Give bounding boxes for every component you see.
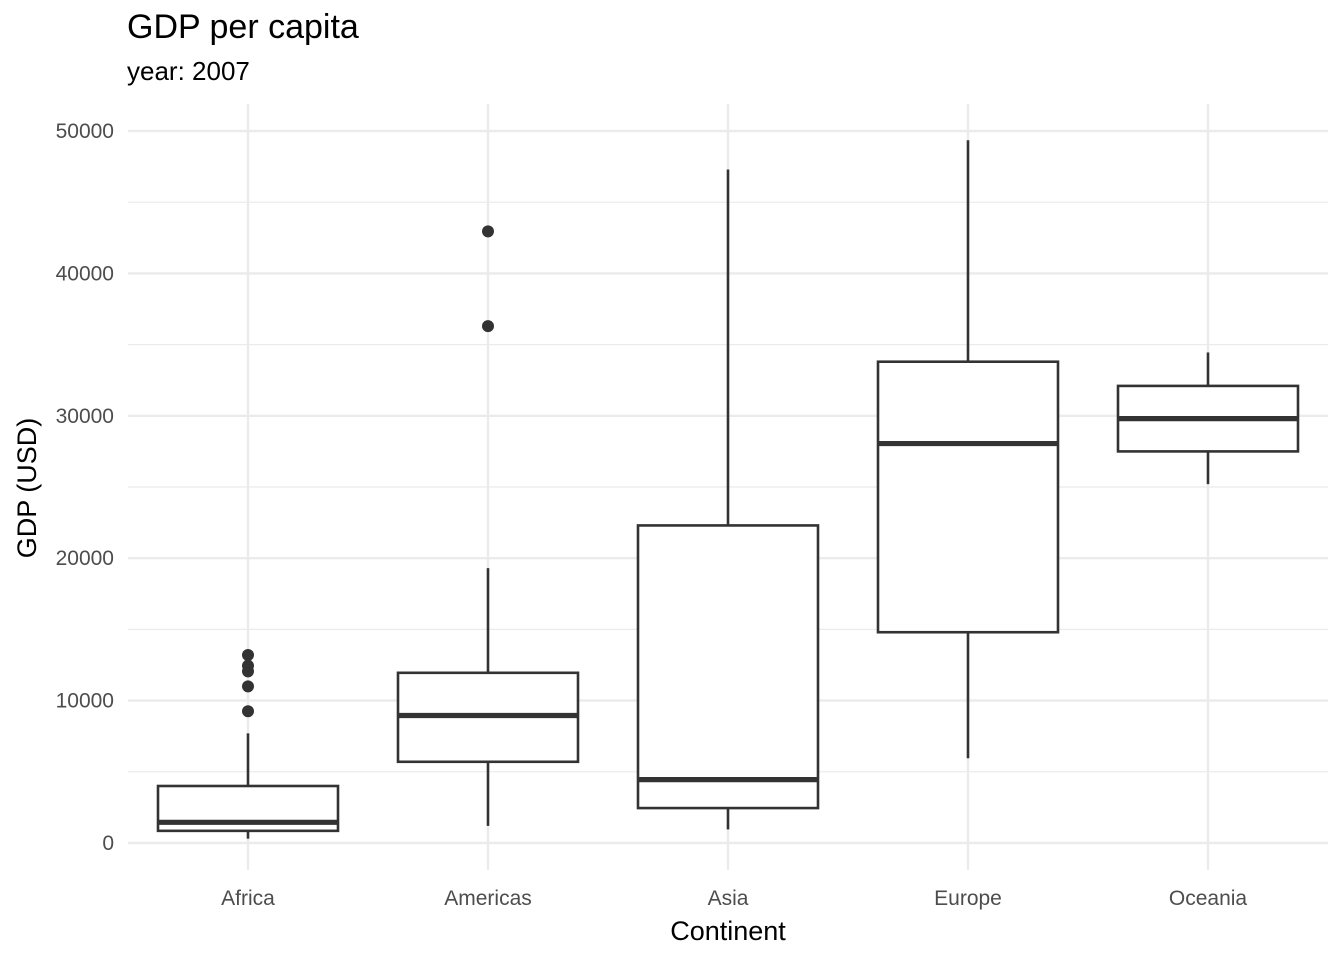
x-tick-label: Africa: [221, 887, 275, 910]
iqr-box: [876, 360, 1060, 634]
box-group-asia: [636, 169, 820, 830]
x-tick-label: Asia: [708, 887, 749, 910]
outlier-point: [242, 680, 254, 693]
y-tick-label: 0: [102, 832, 114, 855]
box-group-africa: [156, 649, 340, 839]
chart-subtitle: year: 2007: [127, 56, 250, 86]
box-group-americas: [396, 225, 580, 826]
y-tick-label: 10000: [56, 690, 114, 713]
box-series: [156, 140, 1300, 839]
y-tick-label: 50000: [56, 120, 114, 143]
y-tick-label: 40000: [56, 262, 114, 285]
y-tick-label: 30000: [56, 405, 114, 428]
outlier-point: [242, 649, 254, 662]
x-axis-ticks: Africa Americas Asia Europe Oceania: [221, 887, 1247, 910]
outlier-point: [242, 705, 254, 718]
box-group-europe: [876, 140, 1060, 759]
box-group-oceania: [1116, 352, 1300, 485]
y-tick-label: 20000: [56, 547, 114, 570]
iqr-box: [636, 524, 820, 810]
x-axis-title: Continent: [670, 916, 786, 946]
outlier-point: [242, 659, 254, 672]
outlier-point: [482, 320, 494, 333]
x-tick-label: Oceania: [1169, 887, 1248, 910]
y-axis-ticks: 0 10000 20000 30000 40000 50000: [56, 120, 114, 855]
outlier-point: [482, 225, 494, 238]
x-tick-label: Europe: [934, 887, 1002, 910]
x-tick-label: Americas: [444, 887, 532, 910]
y-axis-title: GDP (USD): [12, 418, 42, 559]
chart-title: GDP per capita: [127, 8, 359, 46]
